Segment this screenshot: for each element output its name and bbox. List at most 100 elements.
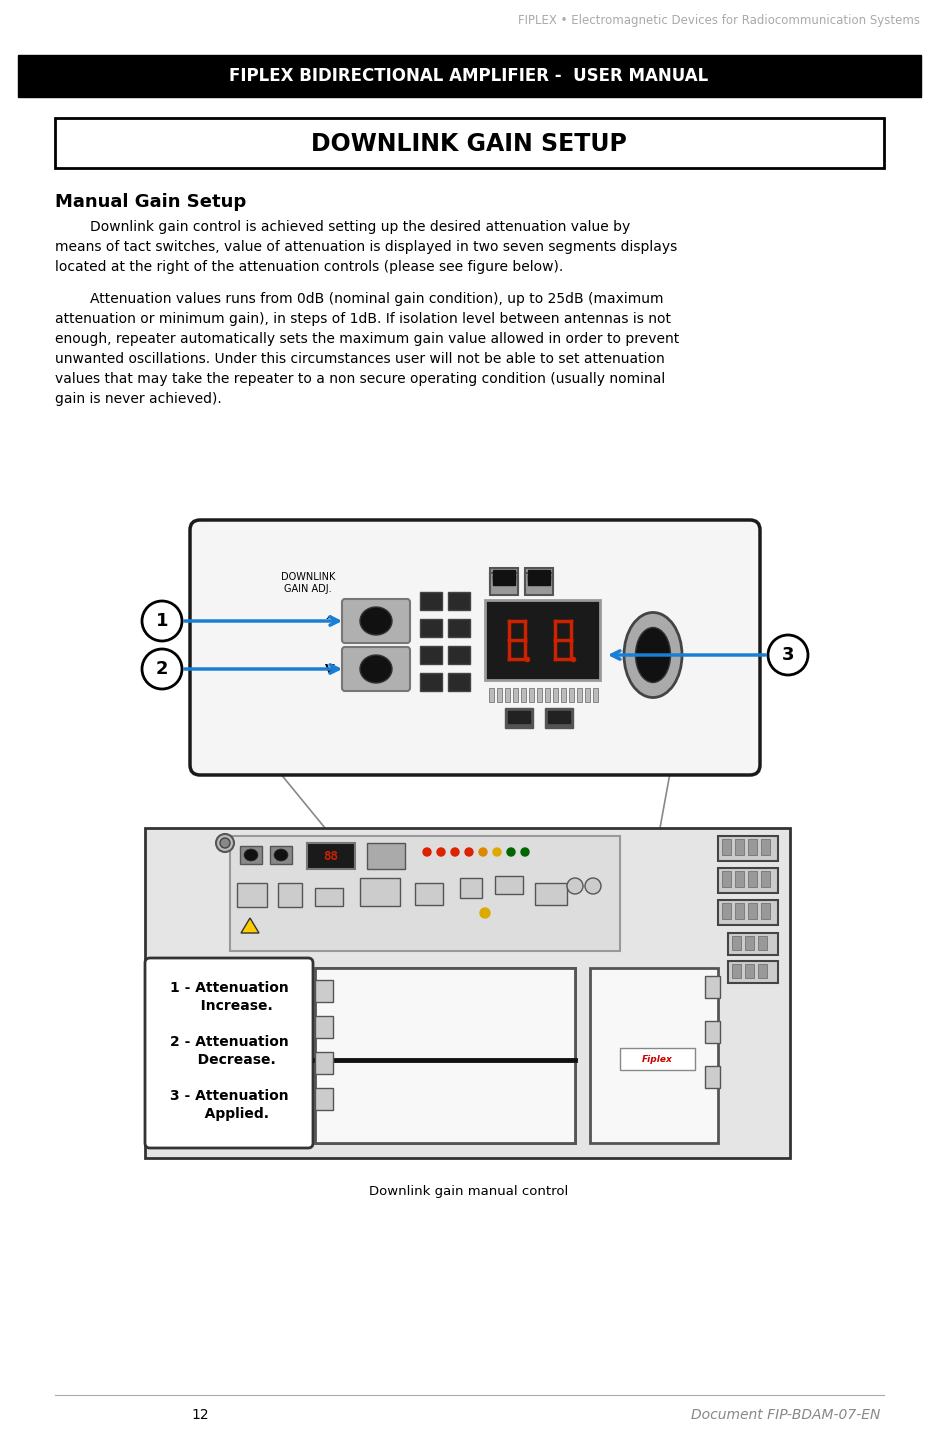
Bar [490,567,518,590]
Circle shape [423,848,431,856]
Text: DOWNLINK GAIN SETUP: DOWNLINK GAIN SETUP [311,132,627,156]
Bar [237,883,267,907]
Ellipse shape [360,608,392,635]
Circle shape [567,878,583,894]
Bar [528,570,550,580]
Bar [145,828,790,1158]
Bar [761,903,770,919]
Bar [732,936,741,950]
Bar [553,688,558,702]
Bar [705,1066,720,1088]
Circle shape [507,848,515,856]
Bar [537,688,542,702]
Bar [761,838,770,856]
Bar [420,674,442,691]
Bar [593,688,598,702]
Bar [315,888,343,906]
Bar [561,688,566,702]
Bar [735,838,744,856]
Circle shape [521,848,529,856]
Bar [548,711,570,724]
Bar [525,573,553,595]
Bar [415,883,443,906]
FancyBboxPatch shape [342,648,410,691]
Ellipse shape [274,848,288,861]
Bar [722,838,731,856]
Circle shape [437,848,445,856]
Bar [732,964,741,977]
Text: Downlink gain control is achieved setting up the desired attenuation value by
me: Downlink gain control is achieved settin… [55,221,677,274]
Bar [728,962,778,983]
Text: Downlink gain manual control: Downlink gain manual control [369,1185,569,1198]
Bar [505,688,510,702]
Bar [448,619,470,638]
Text: FIPLEX BIDIRECTIONAL AMPLIFIER -  USER MANUAL: FIPLEX BIDIRECTIONAL AMPLIFIER - USER MA… [229,67,709,85]
FancyBboxPatch shape [190,520,760,775]
Text: 1: 1 [156,612,168,631]
Bar [513,688,518,702]
Bar [528,575,550,585]
Bar [748,838,757,856]
Bar [525,567,553,590]
Bar [529,688,534,702]
Bar [735,871,744,887]
Text: Document FIP-BDAM-07-EN: Document FIP-BDAM-07-EN [690,1409,880,1422]
Bar [535,883,567,906]
Text: Fiplex: Fiplex [641,1055,672,1063]
Bar [748,871,757,887]
Bar [270,845,292,864]
Bar [735,903,744,919]
Bar [18,54,921,97]
Text: V: V [325,662,335,675]
Ellipse shape [244,848,258,861]
Circle shape [220,838,230,848]
Bar [718,835,778,861]
Bar [545,708,573,728]
Bar [278,883,302,907]
Circle shape [480,909,490,919]
Bar [728,933,778,954]
FancyBboxPatch shape [145,959,313,1148]
Circle shape [479,848,487,856]
Bar [367,843,405,868]
Bar [585,688,590,702]
Ellipse shape [636,628,670,682]
Ellipse shape [360,655,392,684]
Circle shape [493,848,501,856]
Bar [718,868,778,893]
Bar [460,878,482,898]
Bar [448,674,470,691]
Text: FIPLEX • Electromagnetic Devices for Radiocommunication Systems: FIPLEX • Electromagnetic Devices for Rad… [518,14,920,27]
Bar [315,1016,333,1037]
Circle shape [142,600,182,641]
Bar [745,964,754,977]
Text: ^: ^ [325,615,335,628]
Text: 3 - Attenuation
   Applied.: 3 - Attenuation Applied. [170,1089,288,1122]
Bar [748,903,757,919]
Bar [360,878,400,906]
Bar [420,646,442,663]
Bar [745,936,754,950]
Bar [620,1048,695,1070]
Circle shape [585,878,601,894]
Bar [307,843,355,868]
Circle shape [142,649,182,689]
Bar [315,1088,333,1111]
Bar [448,592,470,610]
Bar [577,688,582,702]
Bar [240,845,262,864]
Text: Attenuation values runs from 0dB (nominal gain condition), up to 25dB (maximum
a: Attenuation values runs from 0dB (nomina… [55,292,679,406]
Bar [545,688,550,702]
Bar [448,646,470,663]
Bar [521,688,526,702]
Bar [420,619,442,638]
Bar [315,1052,333,1073]
Bar [722,903,731,919]
Bar [705,976,720,997]
Text: 88: 88 [324,850,338,863]
Bar [420,592,442,610]
Text: Manual Gain Setup: Manual Gain Setup [55,193,246,211]
Bar [490,573,518,595]
Text: 12: 12 [192,1409,208,1422]
Circle shape [768,635,808,675]
